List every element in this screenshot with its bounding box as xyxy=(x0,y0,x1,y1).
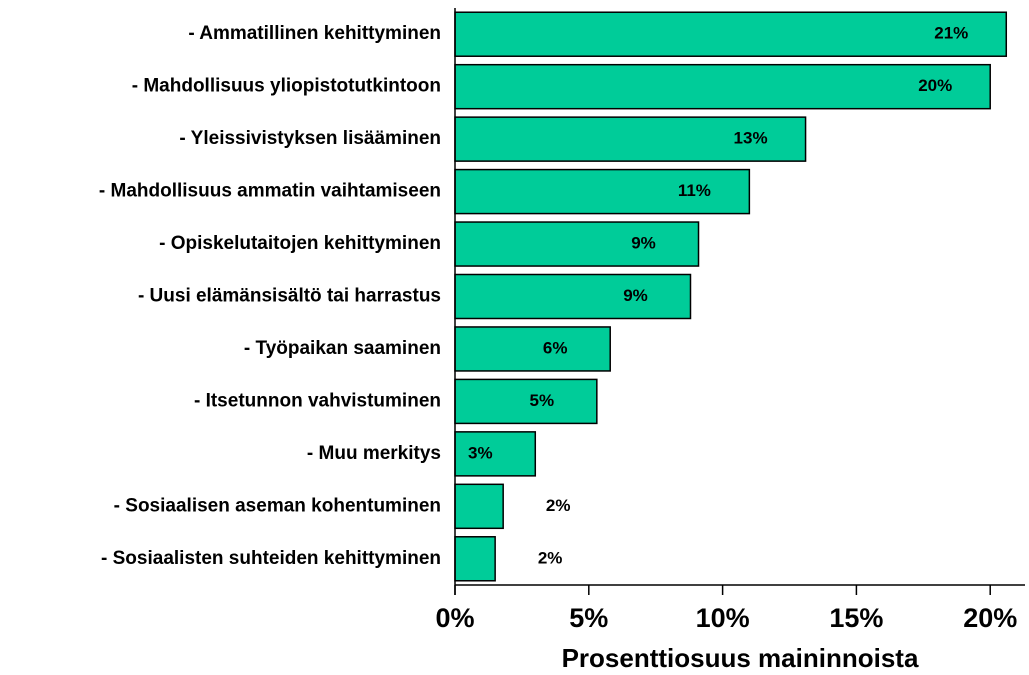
y-tick-label: - Mahdollisuus ammatin vaihtamiseen xyxy=(99,181,441,202)
data-label: 9% xyxy=(623,286,648,305)
y-tick-label: - Sosiaalisten suhteiden kehittyminen xyxy=(101,548,441,569)
y-tick-label: - Sosiaalisen aseman kohentuminen xyxy=(114,495,441,516)
x-tick-label: 5% xyxy=(569,603,608,633)
bar xyxy=(454,378,598,425)
y-tick-label: - Ammatillinen kehittyminen xyxy=(188,23,441,44)
bar xyxy=(454,11,1008,57)
data-label: 5% xyxy=(530,391,555,410)
bar xyxy=(454,483,504,530)
bar xyxy=(454,431,537,477)
y-tick-label: - Muu merkitys xyxy=(307,443,441,464)
y-tick-label: - Uusi elämänsisältö tai harrastus xyxy=(138,286,441,307)
bar xyxy=(454,273,692,320)
x-tick-label: 15% xyxy=(829,603,883,633)
y-tick-label: - Itsetunnon vahvistuminen xyxy=(194,390,441,411)
x-tick-label: 10% xyxy=(696,603,750,633)
bar xyxy=(454,63,991,110)
data-label: 13% xyxy=(734,129,768,148)
y-tick-label: - Yleissivistyksen lisääminen xyxy=(179,128,441,149)
data-label: 11% xyxy=(678,181,711,200)
data-label: 20% xyxy=(918,76,952,95)
x-tick-label: 20% xyxy=(963,603,1017,633)
bar xyxy=(454,536,496,582)
bar xyxy=(454,168,751,215)
data-label: 2% xyxy=(546,496,571,515)
bar xyxy=(454,221,700,267)
data-label: 3% xyxy=(468,443,493,462)
x-axis-title: Prosenttiosuus maininnoista xyxy=(562,643,919,673)
x-tick-label: 0% xyxy=(435,603,474,633)
data-label: 2% xyxy=(538,548,563,567)
y-tick-label: - Työpaikan saaminen xyxy=(244,338,441,359)
y-tick-label: - Mahdollisuus yliopistotutkintoon xyxy=(132,76,441,97)
y-tick-label: - Opiskelutaitojen kehittyminen xyxy=(159,233,441,254)
bar xyxy=(454,116,807,162)
bar xyxy=(454,326,611,372)
data-label: 21% xyxy=(934,24,968,43)
data-label: 6% xyxy=(543,338,568,357)
data-label: 9% xyxy=(631,234,656,253)
